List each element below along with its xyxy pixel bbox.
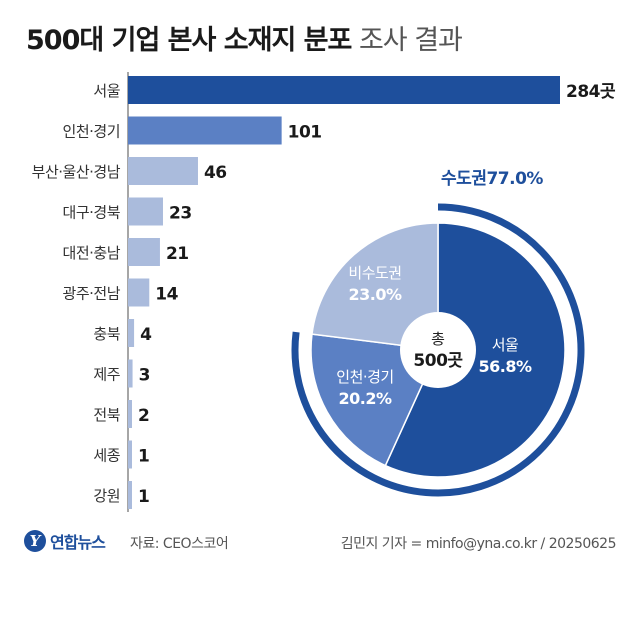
capital-region-label: 수도권77.0%: [441, 169, 543, 189]
bar-category-label: 강원: [93, 487, 120, 505]
bar-category-label: 대전·충남: [63, 244, 121, 262]
bar-value-label: 46: [204, 163, 227, 183]
pie-slice-name: 비수도권: [348, 264, 401, 282]
pie-slice-name: 서울: [492, 336, 519, 354]
bar-value-label: 2: [138, 406, 149, 426]
bar-category-label: 광주·전남: [63, 285, 121, 303]
yonhap-logo-icon: Y: [24, 530, 46, 552]
bar-category-label: 대구·경북: [63, 204, 120, 222]
chart-title: 500대 기업 본사 소재지 분포 조사 결과: [26, 18, 463, 57]
chart-title-bold: 500대 기업 본사 소재지 분포: [26, 25, 352, 56]
bar-category-label: 인천·경기: [63, 123, 120, 141]
pie-slice-value: 20.2%: [338, 389, 391, 408]
bar-category-label: 제주: [93, 366, 120, 384]
bar: [128, 76, 560, 104]
bar: [128, 238, 160, 266]
bar-category-label: 부산·울산·경남: [32, 163, 121, 181]
chart-title-light: 조사 결과: [358, 25, 463, 56]
bar: [128, 400, 132, 428]
pie-slice-value: 56.8%: [478, 357, 531, 376]
bar-value-label: 101: [288, 123, 322, 143]
bar-value-label: 21: [166, 244, 189, 264]
bar: [128, 278, 150, 307]
yonhap-logo: Y 연합뉴스: [24, 529, 106, 553]
donut-center-label: 총: [431, 330, 445, 348]
capital-region-arc: [291, 203, 585, 497]
yonhap-logo-text: 연합뉴스: [50, 533, 106, 552]
bar-value-label: 284곳: [566, 82, 616, 102]
bar-category-label: 충북: [93, 325, 120, 343]
pie-slice-name: 인천·경기: [336, 368, 393, 386]
bar-value-label: 1: [138, 487, 149, 507]
bar: [128, 440, 132, 469]
bar: [128, 116, 282, 145]
bar-value-label: 23: [169, 204, 192, 224]
donut-center: [400, 312, 476, 388]
bar-value-label: 4: [140, 325, 152, 345]
bar-value-label: 14: [155, 285, 178, 305]
bar-value-label: 1: [138, 447, 149, 467]
donut-center-total: 500곳: [413, 351, 463, 371]
bar: [128, 197, 163, 226]
source-text: 자료: CEO스코어: [130, 536, 229, 552]
pie-slice: [311, 222, 439, 351]
bar-category-label: 세종: [93, 447, 120, 465]
bar-value-label: 3: [139, 366, 150, 386]
bar-category-label: 전북: [93, 406, 120, 424]
bar: [128, 359, 133, 388]
bar: [128, 157, 198, 185]
credit-text: 김민지 기자 = minfo@yna.co.kr / 20250625: [340, 536, 617, 552]
bar: [128, 481, 132, 509]
bar-category-label: 서울: [93, 82, 120, 100]
pie-slice-value: 23.0%: [348, 285, 401, 304]
bar: [128, 319, 135, 347]
